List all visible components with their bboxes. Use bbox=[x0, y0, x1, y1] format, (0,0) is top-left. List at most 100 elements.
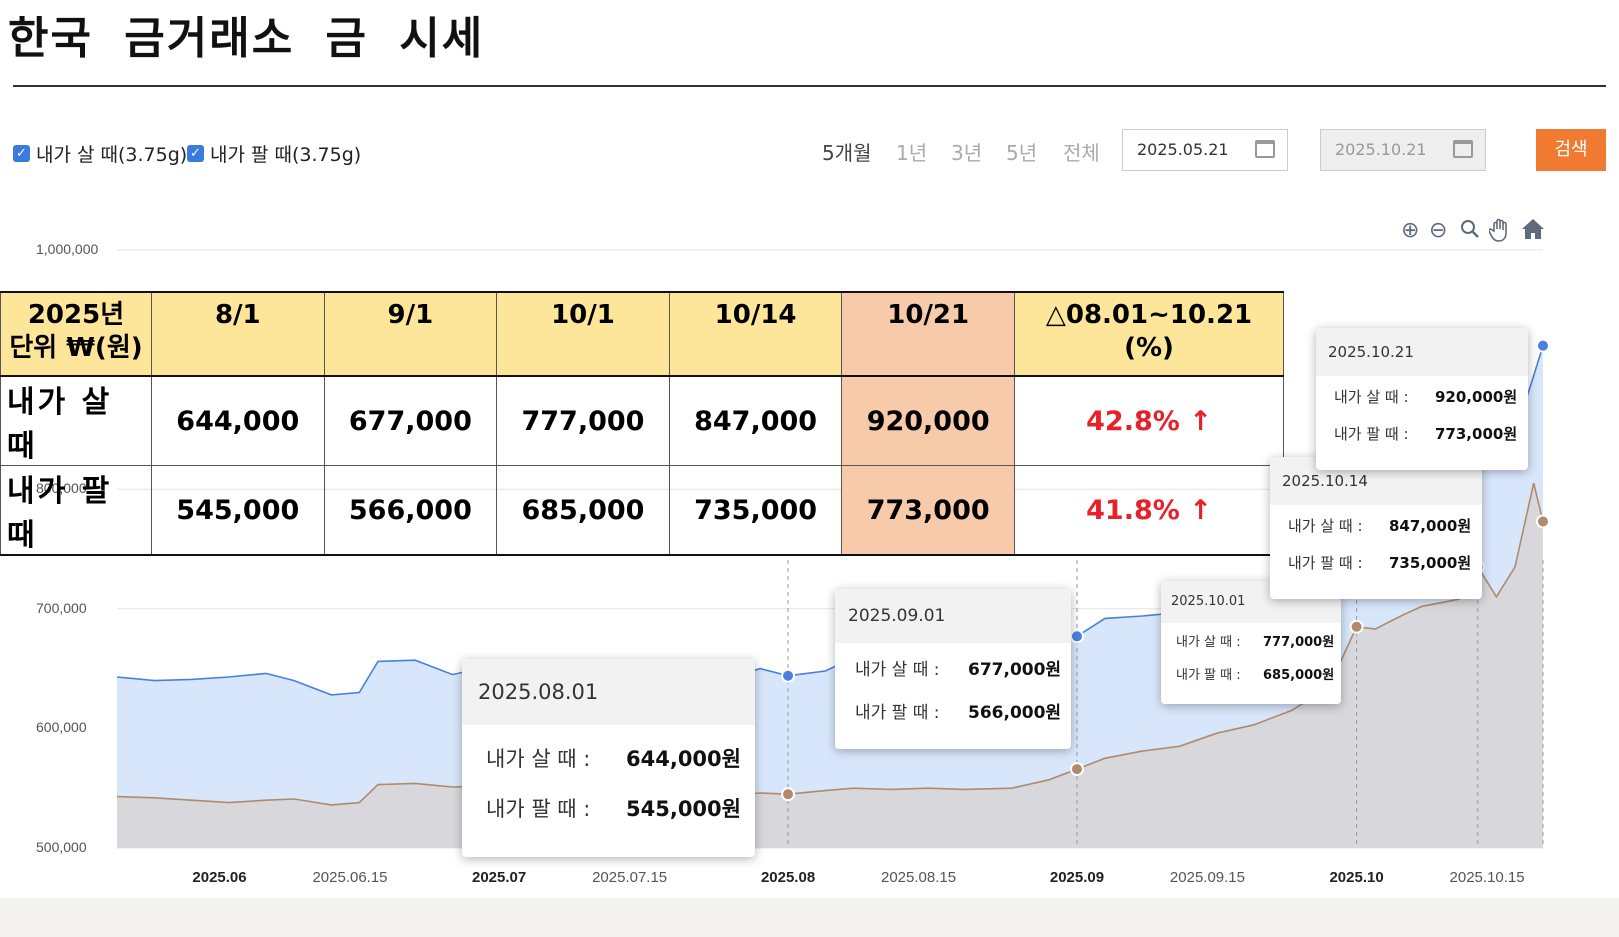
data-point-marker[interactable] bbox=[1069, 762, 1084, 777]
summary-table: 2025년 단위 ₩(원) 8/1 9/1 10/1 10/14 10/21 △… bbox=[0, 291, 1284, 556]
checkbox-label: 내가 살 때(3.75g) bbox=[36, 144, 188, 166]
price-cell: 677,000 bbox=[323, 375, 498, 466]
change-header-range: △08.01~10.21 bbox=[1045, 300, 1253, 330]
period-5months[interactable]: 5개월 bbox=[822, 141, 872, 165]
tooltip-sell-label: 내가 팔 때 : bbox=[1176, 668, 1241, 683]
tooltip-2025-08-01: 2025.08.01 내가 살 때 : 644,000원 내가 팔 때 : 545,… bbox=[462, 659, 755, 857]
y-tick-label: 600,000 bbox=[36, 719, 87, 736]
summary-corner-cell: 2025년 단위 ₩(원) bbox=[0, 291, 152, 377]
tooltip-2025-10-21: 2025.10.21 내가 살 때 : 920,000원 내가 팔 때 : 773,… bbox=[1316, 328, 1528, 470]
tooltip-date: 2025.10.21 bbox=[1316, 328, 1528, 376]
checkbox-checked-icon: ✓ bbox=[187, 145, 204, 162]
date-to-input[interactable]: 2025.10.21 bbox=[1320, 129, 1486, 171]
date-header: 10/14 bbox=[668, 291, 843, 377]
price-cell: 644,000 bbox=[151, 375, 325, 466]
x-tick-label: 2025.10.15 bbox=[1450, 869, 1525, 886]
tooltip-2025-10-14: 2025.10.14 내가 살 때 :847,000원 내가 팔 때 :735,… bbox=[1270, 457, 1482, 599]
row-label: 내가 살 때 bbox=[0, 375, 152, 466]
period-3year[interactable]: 3년 bbox=[951, 141, 983, 165]
unit-label: 단위 ₩(원) bbox=[9, 333, 143, 363]
data-point-marker[interactable] bbox=[1069, 629, 1084, 644]
checkbox-label: 내가 팔 때(3.75g) bbox=[210, 144, 362, 166]
change-header: △08.01~10.21 (%) bbox=[1014, 291, 1284, 377]
tooltip-buy-label: 내가 살 때 : bbox=[1288, 517, 1363, 535]
series-area bbox=[117, 483, 1543, 848]
magnifier-icon[interactable] bbox=[1459, 218, 1481, 246]
x-tick-label: 2025.10 bbox=[1329, 869, 1383, 886]
y-tick-label: 700,000 bbox=[36, 599, 87, 616]
buy-series-checkbox[interactable]: ✓ 내가 살 때(3.75g) bbox=[13, 140, 187, 167]
home-icon[interactable] bbox=[1521, 218, 1545, 246]
tooltip-buy-label: 내가 살 때 : bbox=[1176, 635, 1241, 650]
x-tick-label: 2025.08.15 bbox=[881, 869, 956, 886]
date-header: 10/1 bbox=[496, 291, 670, 377]
tooltip-2025-10-01: 2025.10.01 내가 살 때 :777,000원 내가 팔 때 :685,… bbox=[1161, 581, 1341, 704]
tooltip-buy-value: 644,000원 bbox=[626, 747, 741, 771]
row-label: 내가 팔 때 bbox=[0, 465, 152, 556]
calendar-icon[interactable] bbox=[1255, 140, 1275, 158]
change-header-unit: (%) bbox=[1124, 333, 1174, 363]
data-point-marker[interactable] bbox=[1349, 619, 1364, 634]
price-cell: 545,000 bbox=[151, 465, 325, 556]
data-point-marker[interactable] bbox=[781, 668, 796, 683]
period-1year[interactable]: 1년 bbox=[896, 141, 928, 165]
x-tick-label: 2025.06 bbox=[192, 869, 246, 886]
tooltip-sell-label: 내가 팔 때 : bbox=[1288, 554, 1363, 572]
date-header: 9/1 bbox=[323, 291, 498, 377]
tooltip-date: 2025.09.01 bbox=[835, 589, 1071, 643]
period-5year[interactable]: 5년 bbox=[1006, 141, 1038, 165]
year-label: 2025년 bbox=[27, 300, 125, 330]
zoom-out-icon[interactable]: ⊖ bbox=[1429, 218, 1448, 243]
search-button[interactable]: 검색 bbox=[1536, 129, 1606, 171]
tooltip-buy-value: 777,000원 bbox=[1263, 635, 1335, 650]
tooltip-sell-value: 545,000원 bbox=[626, 797, 741, 821]
price-cell: 566,000 bbox=[323, 465, 498, 556]
date-from-input[interactable]: 2025.05.21 bbox=[1122, 129, 1288, 171]
y-tick-label: 500,000 bbox=[36, 839, 87, 855]
period-all[interactable]: 전체 bbox=[1063, 141, 1100, 165]
tooltip-date: 2025.08.01 bbox=[462, 659, 755, 725]
tooltip-sell-value: 566,000원 bbox=[968, 703, 1062, 723]
price-cell: 847,000 bbox=[668, 375, 843, 466]
series-line bbox=[116, 483, 1544, 806]
x-tick-label: 2025.09 bbox=[1050, 869, 1104, 886]
tooltip-sell-value: 773,000원 bbox=[1435, 425, 1518, 443]
checkbox-checked-icon: ✓ bbox=[13, 145, 30, 162]
zoom-in-icon[interactable]: ⊕ bbox=[1401, 218, 1420, 243]
calendar-icon[interactable] bbox=[1453, 140, 1473, 158]
x-tick-label: 2025.09.15 bbox=[1170, 869, 1245, 886]
date-to-value: 2025.10.21 bbox=[1335, 140, 1427, 159]
tooltip-2025-09-01: 2025.09.01 내가 살 때 : 677,000원 내가 팔 때 : 566,… bbox=[835, 589, 1071, 749]
bottom-strip bbox=[0, 898, 1619, 937]
tooltip-sell-value: 735,000원 bbox=[1389, 554, 1472, 572]
sell-series-checkbox[interactable]: ✓ 내가 팔 때(3.75g) bbox=[187, 140, 361, 167]
pan-hand-icon[interactable] bbox=[1488, 218, 1511, 248]
price-cell: 777,000 bbox=[496, 375, 670, 466]
change-cell: 42.8% ↑ bbox=[1014, 375, 1284, 466]
x-tick-label: 2025.07 bbox=[472, 869, 526, 886]
x-tick-label: 2025.07.15 bbox=[592, 869, 667, 886]
data-point-marker[interactable] bbox=[1536, 514, 1550, 529]
tooltip-buy-label: 내가 살 때 : bbox=[855, 660, 940, 680]
date-header: 8/1 bbox=[151, 291, 325, 377]
tooltip-buy-value: 847,000원 bbox=[1389, 517, 1472, 535]
data-point-marker[interactable] bbox=[1536, 338, 1550, 353]
data-point-marker[interactable] bbox=[781, 787, 796, 802]
buy-row: 내가 살 때 644,000 677,000 777,000 847,000 9… bbox=[0, 375, 1284, 466]
tooltip-sell-label: 내가 팔 때 : bbox=[855, 703, 940, 723]
page-title: 한국 금거래소 금 시세 bbox=[8, 13, 485, 64]
tooltip-sell-label: 내가 팔 때 : bbox=[486, 797, 591, 821]
tooltip-buy-value: 677,000원 bbox=[968, 660, 1062, 680]
x-tick-label: 2025.06.15 bbox=[312, 869, 387, 886]
date-from-value: 2025.05.21 bbox=[1137, 140, 1229, 159]
summary-header-row: 2025년 단위 ₩(원) 8/1 9/1 10/1 10/14 10/21 △… bbox=[0, 291, 1284, 377]
tooltip-buy-label: 내가 살 때 : bbox=[1334, 388, 1409, 406]
price-cell: 735,000 bbox=[668, 465, 843, 556]
title-divider bbox=[13, 85, 1606, 87]
tooltip-sell-label: 내가 팔 때 : bbox=[1334, 425, 1409, 443]
price-cell-latest: 773,000 bbox=[841, 465, 1015, 556]
change-cell: 41.8% ↑ bbox=[1014, 465, 1284, 556]
price-cell: 685,000 bbox=[496, 465, 670, 556]
tooltip-sell-value: 685,000원 bbox=[1263, 668, 1335, 683]
date-header-latest: 10/21 bbox=[841, 291, 1015, 377]
